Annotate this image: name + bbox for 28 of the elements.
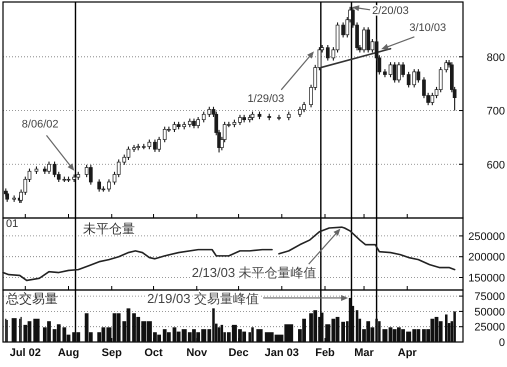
y-tick-label: 50000 <box>474 306 505 318</box>
y-tick-label: 600 <box>486 159 505 172</box>
annotation: 总交易量 <box>5 291 58 306</box>
annotation: 3/10/03 <box>409 22 446 34</box>
x-tick-label: Aug <box>58 347 80 359</box>
x-tick-label: Dec <box>228 347 249 359</box>
x-tick-label: Mar <box>354 347 375 359</box>
annotation: 1/29/03 <box>248 92 284 105</box>
y-tick-label: 150000 <box>468 272 505 285</box>
y-tick-label: 25000 <box>474 322 505 334</box>
x-tick-label: Jul 02 <box>10 347 41 359</box>
annotation: 2/13/03 未平仓量峰值 <box>192 265 317 280</box>
y-tick-label: 0 <box>498 337 505 349</box>
y-tick-label: 75000 <box>474 291 505 304</box>
y-tick-label: 200000 <box>468 252 505 264</box>
x-tick-label: Nov <box>186 347 208 359</box>
x-tick-label: Sep <box>102 347 122 359</box>
x-tick-label: Apr <box>398 347 418 359</box>
annotation: 未平仓量 <box>83 221 135 236</box>
x-tick-label: Oct <box>144 347 164 359</box>
x-tick-label: Feb <box>315 347 336 359</box>
y-tick-label: 700 <box>486 106 505 118</box>
annotation: 01 <box>6 218 18 230</box>
y-tick-label: 250000 <box>468 230 505 243</box>
annotation: 8/06/02 <box>22 118 58 130</box>
x-tick-label: Jan 03 <box>264 347 299 359</box>
annotation: 2/19/03 交易量峰值 <box>147 290 260 306</box>
y-tick-label: 800 <box>486 52 505 64</box>
